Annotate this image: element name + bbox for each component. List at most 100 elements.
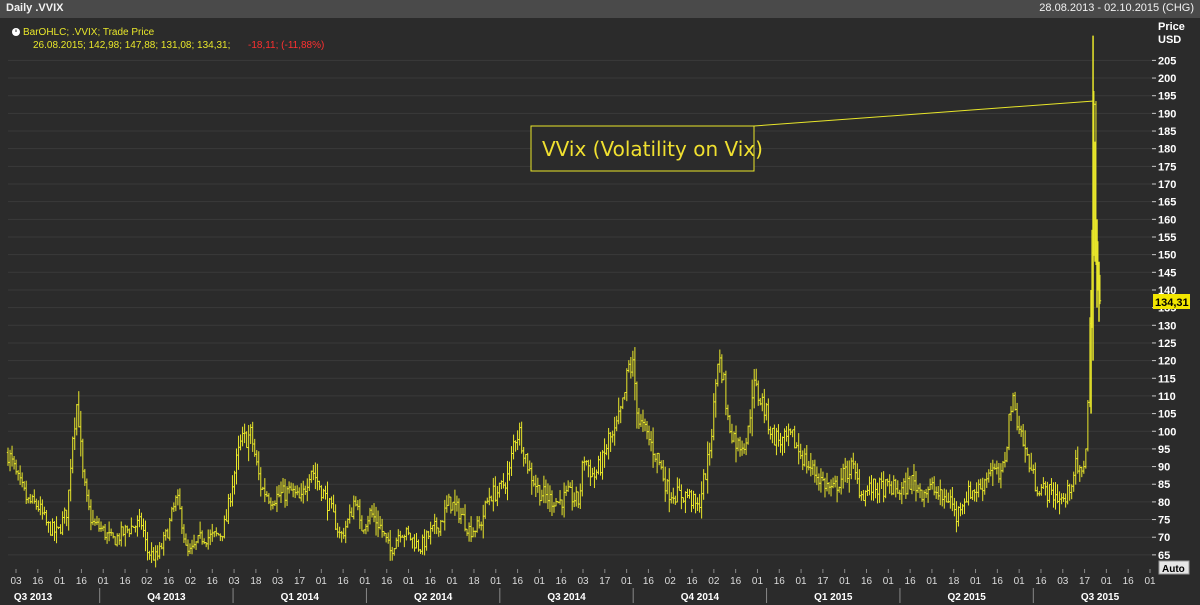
y-tick-label: 175 [1158, 161, 1176, 173]
x-tick-label: 01 [796, 576, 808, 587]
annotation-box [530, 125, 755, 172]
y-tick-label: 80 [1158, 497, 1170, 509]
y-tick-label: 195 [1158, 91, 1176, 103]
quarter-label: Q4 2013 [147, 592, 186, 603]
y-tick-label: 110 [1158, 391, 1176, 403]
x-tick-label: 01 [316, 576, 328, 587]
y-tick-label: 70 [1158, 532, 1170, 544]
grid [8, 59, 1152, 556]
quarter-label: Q2 2014 [414, 592, 453, 603]
ohlc-bars [6, 35, 1102, 568]
y-tick-label: 105 [1158, 409, 1176, 421]
y-tick-label: 75 [1158, 515, 1170, 527]
x-tick-label: 16 [32, 576, 44, 587]
quarter-label: Q4 2014 [681, 592, 720, 603]
legend-ohlc: 26.08.2015; 142,98; 147,88; 131,08; 134,… [33, 40, 230, 51]
x-tick-label: 01 [970, 576, 982, 587]
x-tick-label: 01 [926, 576, 938, 587]
x-tick-label: 03 [229, 576, 241, 587]
y-tick-label: 190 [1158, 108, 1176, 120]
price-chart[interactable]: BarOHLC; .VVIX; Trade Price 26.08.2015; … [0, 18, 1200, 605]
legend-change: -18,11; (-11,88%) [248, 40, 324, 51]
x-tick-label: 01 [534, 576, 546, 587]
y-tick-label: 125 [1158, 338, 1176, 350]
x-tick-label: 02 [665, 576, 677, 587]
y-tick-label: 130 [1158, 320, 1176, 332]
y-tick-label: 205 [1158, 55, 1176, 67]
y-tick-label: 165 [1158, 197, 1176, 209]
date-range: 28.08.2013 - 02.10.2015 (CHG) [1039, 2, 1194, 14]
x-tick-label: 16 [686, 576, 698, 587]
x-tick-label: 16 [643, 576, 655, 587]
x-tick-label: 18 [250, 576, 262, 587]
x-tick-label: 03 [1057, 576, 1069, 587]
y-tick-label: 115 [1158, 373, 1176, 385]
y-tick-label: 180 [1158, 144, 1176, 156]
quarter-label: Q3 2013 [14, 592, 53, 603]
x-tick-label: 01 [1144, 576, 1156, 587]
y-tick-label: 145 [1158, 267, 1176, 279]
x-tick-label: 16 [730, 576, 742, 587]
x-tick-label: 16 [774, 576, 786, 587]
x-tick-label: 01 [98, 576, 110, 587]
x-tick-label: 16 [338, 576, 350, 587]
x-tick-label: 01 [359, 576, 371, 587]
y-tick-label: 100 [1158, 426, 1176, 438]
x-tick-label: 02 [185, 576, 197, 587]
x-tick-label: 17 [1079, 576, 1091, 587]
y-tick-label: 90 [1158, 462, 1170, 474]
x-tick-label: 17 [294, 576, 306, 587]
x-tick-label: 17 [599, 576, 611, 587]
x-tick-label: 16 [861, 576, 873, 587]
x-tick-label: 16 [1035, 576, 1047, 587]
y-tick-label: 155 [1158, 232, 1176, 244]
x-tick-label: 03 [272, 576, 284, 587]
window-titlebar: Daily .VVIX 28.08.2013 - 02.10.2015 (CHG… [0, 0, 1200, 18]
chart-title: Daily .VVIX [6, 2, 64, 14]
quarter-label: Q3 2015 [1081, 592, 1120, 603]
x-tick-label: 16 [163, 576, 175, 587]
x-tick-label: 01 [54, 576, 66, 587]
x-tick-label: 16 [905, 576, 917, 587]
x-tick-label: 18 [468, 576, 480, 587]
x-tick-label: 01 [1014, 576, 1026, 587]
x-tick-label: 01 [621, 576, 633, 587]
quarter-label: Q1 2014 [281, 592, 320, 603]
x-tick-label: 18 [948, 576, 960, 587]
y-tick-label: 150 [1158, 250, 1176, 262]
x-tick-label: 16 [1123, 576, 1135, 587]
last-price-tag [1153, 294, 1190, 309]
annotation-line [753, 100, 1095, 127]
x-tick-label: 16 [556, 576, 568, 587]
x-tick-label: 01 [490, 576, 502, 587]
quarter-label: Q1 2015 [814, 592, 853, 603]
y-tick-label: 85 [1158, 479, 1170, 491]
x-tick-label: 03 [577, 576, 589, 587]
plot-area [8, 18, 1152, 569]
x-tick-label: 16 [76, 576, 88, 587]
y-tick-label: 170 [1158, 179, 1176, 191]
auto-button[interactable]: Auto [1158, 560, 1190, 575]
legend-series: BarOHLC; .VVIX; Trade Price [23, 27, 155, 38]
x-tick-label: 03 [10, 576, 22, 587]
quarter-axis: Q3 2013 Q4 2013 Q1 2014 Q2 2014 Q3 2014 Q4 20… [14, 588, 1120, 603]
x-tick-label: 17 [817, 576, 829, 587]
x-tick-label: 01 [752, 576, 764, 587]
quarter-label: Q3 2014 [547, 592, 586, 603]
x-tick-label: 16 [992, 576, 1004, 587]
y-axis-title: Price [1158, 21, 1185, 33]
x-tick-label: 02 [708, 576, 720, 587]
auto-button-label[interactable]: Auto [1162, 564, 1185, 575]
y-tick-label: 200 [1158, 73, 1176, 85]
x-tick-label: 01 [447, 576, 459, 587]
x-tick-label: 16 [381, 576, 393, 587]
y-tick-label: 120 [1158, 356, 1176, 368]
x-tick-label: 02 [141, 576, 153, 587]
last-price-label: 134,31 [1155, 297, 1189, 309]
x-tick-label: 01 [839, 576, 851, 587]
y-tick-label: 160 [1158, 214, 1176, 226]
x-tick-label: 01 [883, 576, 895, 587]
x-tick-label: 16 [425, 576, 437, 587]
y-tick-label: 95 [1158, 444, 1170, 456]
x-tick-label: 16 [119, 576, 131, 587]
